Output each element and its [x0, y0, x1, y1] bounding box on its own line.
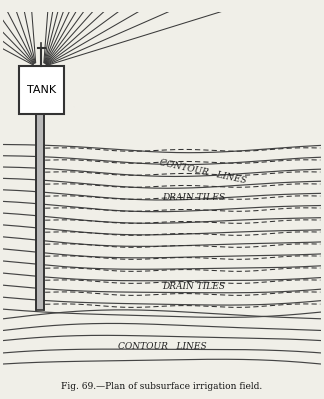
Bar [19, 67, 64, 114]
Bar [36, 67, 43, 310]
Text: Fig. 69.—Plan of subsurface irrigation field.: Fig. 69.—Plan of subsurface irrigation f… [61, 382, 263, 391]
Text: DRAIN TILES: DRAIN TILES [162, 282, 225, 290]
Text: DRAIN TILES: DRAIN TILES [162, 193, 225, 201]
Text: CONTOUR   LINES: CONTOUR LINES [118, 342, 206, 350]
Text: TANK: TANK [27, 85, 56, 95]
Text: CONTOUR   LINES: CONTOUR LINES [159, 158, 248, 186]
Polygon shape [35, 67, 48, 114]
